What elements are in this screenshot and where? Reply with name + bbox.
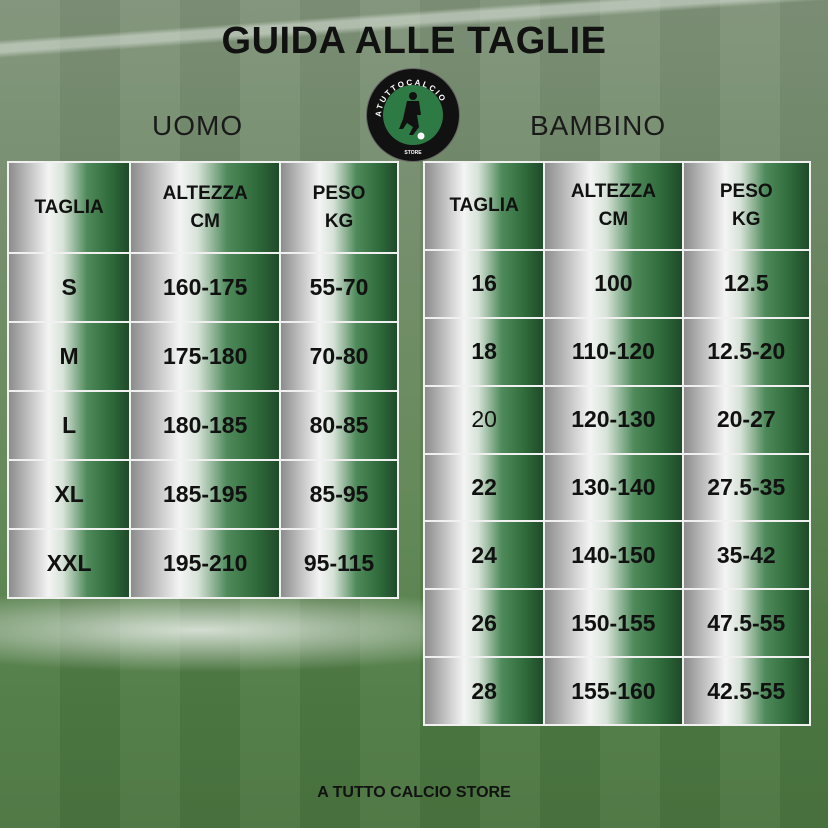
table-cell: 12.5-20 <box>681 316 812 387</box>
table-row: 18 110-120 12.5-20 <box>422 316 812 387</box>
table-row: 26 150-155 47.5-55 <box>422 588 812 659</box>
table-row: XXL 195-210 95-115 <box>6 528 399 599</box>
table-row: 28 155-160 42.5-55 <box>422 656 812 726</box>
column-header: ALTEZZA CM <box>129 161 282 254</box>
table-cell: 185-195 <box>129 459 282 530</box>
table-cell: S <box>6 252 132 323</box>
table-cell: 28 <box>422 656 546 726</box>
header-text: TAGLIA <box>34 196 104 218</box>
table-cell: 160-175 <box>129 252 282 323</box>
table-cell: 24 <box>422 520 546 591</box>
header-text: PESO <box>312 182 366 204</box>
table-cell: 42.5-55 <box>681 656 812 726</box>
table-cell: 180-185 <box>129 390 282 461</box>
table-cell: XXL <box>6 528 132 599</box>
table-cell: 22 <box>422 452 546 523</box>
header-text: ALTEZZA <box>162 182 248 204</box>
table-cell: 18 <box>422 316 546 387</box>
table-cell: 120-130 <box>543 384 684 455</box>
table-cell: 130-140 <box>543 452 684 523</box>
table-row: XL 185-195 85-95 <box>6 459 399 530</box>
footer-store-name: A TUTTO CALCIO STORE <box>317 784 511 801</box>
column-header: PESO KG <box>681 161 812 251</box>
header-text: CM <box>190 210 220 232</box>
column-header: PESO KG <box>279 161 399 254</box>
table-row: 20 120-130 20-27 <box>422 384 812 455</box>
table-cell: 155-160 <box>543 656 684 726</box>
table-cell: 55-70 <box>279 252 399 323</box>
table-cell: 195-210 <box>129 528 282 599</box>
table-cell: 150-155 <box>543 588 684 659</box>
table-row: 24 140-150 35-42 <box>422 520 812 591</box>
logo-store-text: STORE <box>404 150 422 156</box>
column-header: TAGLIA <box>6 161 132 254</box>
table-cell: 85-95 <box>279 459 399 530</box>
header-text: ALTEZZA <box>570 181 656 202</box>
table-cell: 110-120 <box>543 316 684 387</box>
table-cell: 20-27 <box>681 384 812 455</box>
column-header: TAGLIA <box>422 161 546 251</box>
bambino-label: BAMBINO <box>530 110 667 141</box>
table-cell: 70-80 <box>279 321 399 392</box>
table-cell: 95-115 <box>279 528 399 599</box>
table-row: S 160-175 55-70 <box>6 252 399 323</box>
table-cell: 27.5-35 <box>681 452 812 523</box>
header-text: CM <box>598 209 629 230</box>
table-cell: 12.5 <box>681 249 812 319</box>
table-cell: 16 <box>422 249 546 319</box>
header-text: KG <box>324 210 354 232</box>
bambino-size-table: TAGLIA ALTEZZA CM PESO KG 16 100 12.5 18 110-120 1… <box>422 161 812 726</box>
table-cell: L <box>6 390 132 461</box>
table-cell: M <box>6 321 132 392</box>
store-logo: ATUTTOCALCIO STORE <box>366 68 460 162</box>
uomo-size-table: TAGLIA ALTEZZA CM PESO KG S 160-175 55-70 M 175-1… <box>6 161 399 599</box>
table-row: 16 100 12.5 <box>422 249 812 319</box>
table-row: M 175-180 70-80 <box>6 321 399 392</box>
table-cell: 35-42 <box>681 520 812 591</box>
table-cell: 175-180 <box>129 321 282 392</box>
header-text: TAGLIA <box>449 195 519 216</box>
table-cell: 80-85 <box>279 390 399 461</box>
table-cell: 20 <box>422 384 546 455</box>
table-cell: 140-150 <box>543 520 684 591</box>
header-text: KG <box>732 209 761 230</box>
table-row: 22 130-140 27.5-35 <box>422 452 812 523</box>
column-header: ALTEZZA CM <box>543 161 684 251</box>
table-cell: 100 <box>543 249 684 319</box>
page-title: GUIDA ALLE TAGLIE <box>221 20 607 62</box>
player-icon <box>399 92 425 140</box>
header-text: PESO <box>719 181 773 202</box>
table-cell: XL <box>6 459 132 530</box>
table-row: L 180-185 80-85 <box>6 390 399 461</box>
table-cell: 47.5-55 <box>681 588 812 659</box>
table-cell: 26 <box>422 588 546 659</box>
uomo-label: UOMO <box>152 110 244 141</box>
